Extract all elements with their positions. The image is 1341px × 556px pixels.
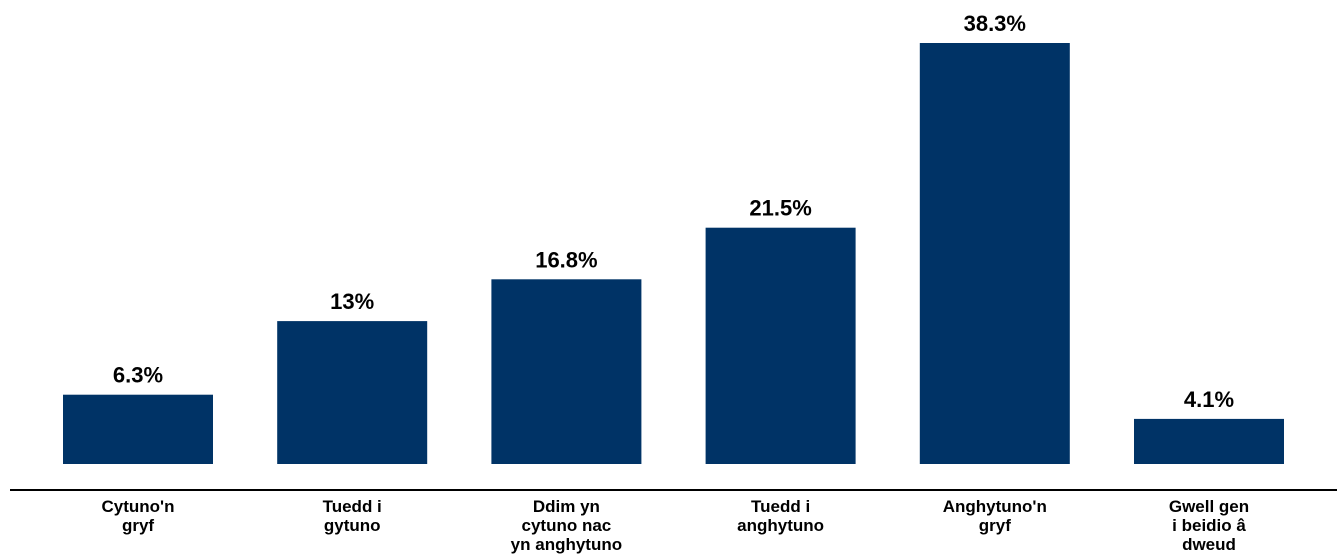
bar-value-label: 13% — [330, 289, 374, 314]
category-label-line: gytuno — [324, 516, 381, 535]
category-label-line: Cytuno'n — [102, 497, 175, 516]
category-label: Ddim yn cytuno nac yn anghytuno — [511, 497, 622, 554]
category-label: Anghytuno'n gryf — [943, 497, 1047, 535]
bar-value-label: 38.3% — [964, 11, 1026, 36]
bar-value-label: 4.1% — [1184, 387, 1234, 412]
bar — [705, 227, 856, 464]
category-label: Cytuno'n gryf — [102, 497, 175, 535]
category-label-line: Tuedd i — [323, 497, 382, 516]
category-label-line: yn anghytuno — [511, 535, 622, 554]
category-label-line: Anghytuno'n — [943, 497, 1047, 516]
bar-value-label: 16.8% — [535, 247, 597, 272]
category-label: Tuedd i gytuno — [323, 497, 382, 535]
bar — [63, 394, 213, 464]
bar — [1134, 418, 1284, 464]
bar-value-label: 21.5% — [749, 196, 811, 221]
category-label: Tuedd i anghytuno — [737, 497, 824, 535]
category-label-line: gryf — [979, 516, 1011, 535]
category-label-line: i beidio â — [1172, 516, 1246, 535]
category-label-line: Gwell gen — [1169, 497, 1249, 516]
category-label-line: dweud — [1182, 535, 1236, 554]
category-label-line: gryf — [122, 516, 154, 535]
category-label-line: Ddim yn — [533, 497, 600, 516]
category-label: Gwell gen i beidio â dweud — [1169, 497, 1249, 554]
category-label-line: cytuno nac — [522, 516, 612, 535]
value-labels-group: 6.3% 13% 16.8% 21.5% 38.3% 4.1% — [113, 11, 1234, 412]
category-label-line: anghytuno — [737, 516, 824, 535]
bar — [491, 279, 642, 464]
bar-value-label: 6.3% — [113, 363, 163, 388]
bar — [277, 321, 428, 464]
bar — [919, 43, 1070, 464]
bars-group — [63, 43, 1284, 464]
category-label-line: Tuedd i — [751, 497, 810, 516]
